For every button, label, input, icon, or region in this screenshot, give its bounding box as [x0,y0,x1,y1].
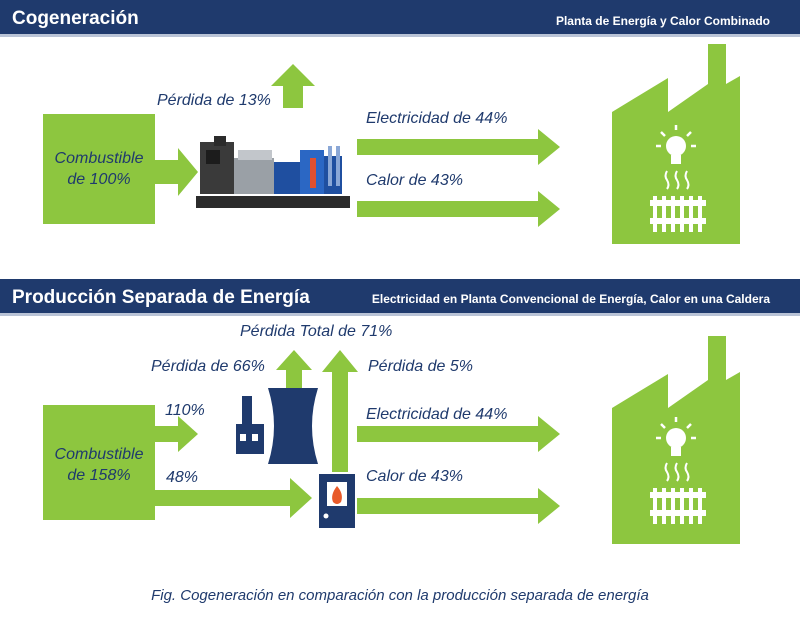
boiler-loss-label: Pérdida de 5% [368,358,473,375]
electricity-label-separate: Electricidad de 44% [366,406,508,423]
heat-label: Calor de 43% [366,172,463,189]
to-plant-percent: 110% [165,402,205,419]
figure-caption: Fig. Cogeneración en comparación con la … [151,587,649,604]
plant-loss-label: Pérdida de 66% [151,358,265,375]
lightbulb-icon [656,125,696,164]
separate-production-title: Producción Separada de Energía [12,287,310,308]
fuel-label-separate-line1: Combustible [54,446,144,463]
total-loss-label: Pérdida Total de 71% [240,323,393,340]
radiator-icon-separate [650,462,706,524]
fuel-label-line1: Combustible [54,150,144,167]
lightbulb-icon-separate [656,417,696,456]
fuel-box-separate [43,405,155,520]
arrow-electricity-separate [357,416,560,452]
arrow-heat [357,191,560,227]
heat-label-separate: Calor de 43% [366,468,463,485]
arrow-fuel-to-plant [155,416,198,452]
arrow-plant-loss-up [276,350,312,388]
fuel-label-separate: Combustible de 158% [43,444,155,486]
fuel-label-line2: de 100% [67,171,131,188]
fuel-label-separate-line2: de 158% [67,467,131,484]
arrow-fuel-to-generator [155,148,198,196]
arrow-fuel-to-boiler [155,478,312,518]
arrow-boiler-loss-up [322,350,358,472]
fuel-label: Combustible de 100% [43,148,155,190]
arrow-heat-separate [357,488,560,524]
arrow-electricity [357,129,560,165]
generator-icon [196,136,350,208]
separate-production-subtitle: Electricidad en Planta Convencional de E… [371,292,770,306]
separate-production-banner: Producción Separada de Energía Electrici… [0,279,800,316]
boiler-icon [319,474,355,528]
cogeneration-subtitle: Planta de Energía y Calor Combinado [555,14,770,28]
to-boiler-percent: 48% [166,469,199,486]
radiator-icon [650,170,706,232]
electricity-label: Electricidad de 44% [366,110,508,127]
cogeneration-title: Cogeneración [12,8,139,29]
loss-label: Pérdida de 13% [157,92,271,109]
cogeneration-banner: Cogeneración Planta de Energía y Calor C… [0,0,800,37]
power-plant-icon [236,388,318,464]
fuel-box [43,114,155,224]
arrow-loss-up [271,64,315,108]
